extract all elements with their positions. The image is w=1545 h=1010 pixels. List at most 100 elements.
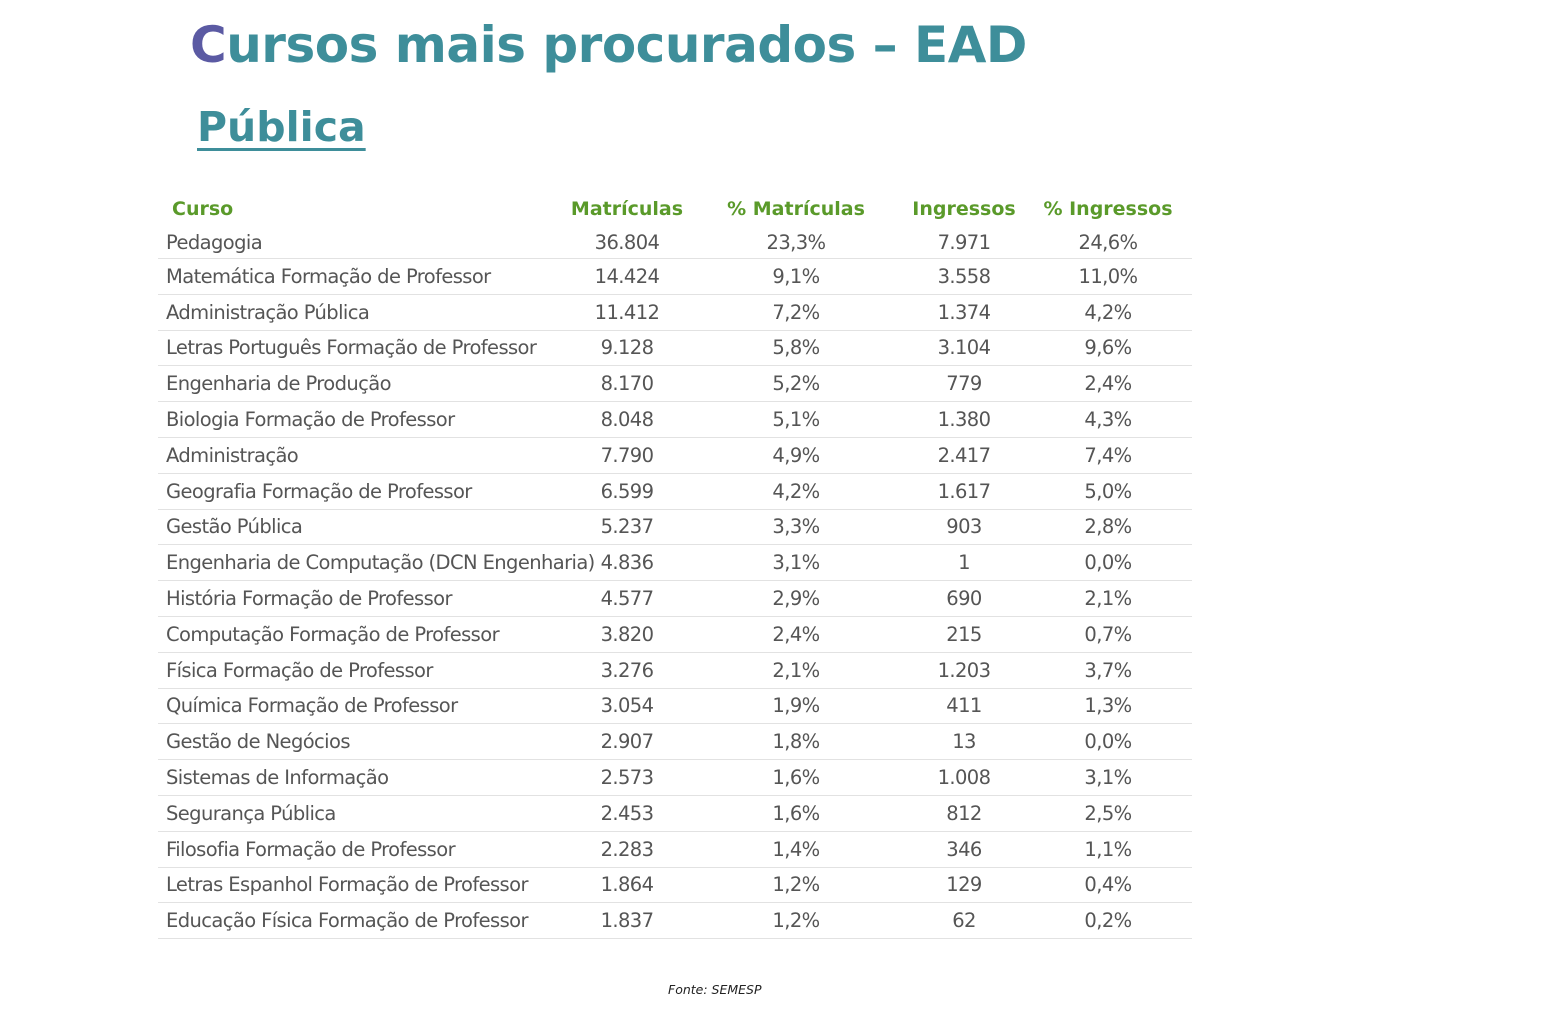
header-pct-matriculas: % Matrículas — [727, 198, 865, 220]
table-row: Química Formação de Professor 3.054 1,9% 41… — [158, 688, 1192, 725]
table-row: Biologia Formação de Professor 8.048 5,1% 1… — [158, 401, 1192, 438]
cell-pct-matriculas: 5,8% — [688, 330, 904, 367]
cell-pct-ingressos: 3,7% — [1024, 652, 1192, 689]
cell-curso: Gestão Pública — [158, 509, 566, 546]
cell-curso: Administração — [158, 437, 566, 474]
cell-matriculas: 4.836 — [566, 544, 688, 582]
cell-pct-matriculas: 5,1% — [688, 401, 904, 438]
cell-curso: Letras Português Formação de Professor — [158, 330, 566, 367]
cell-pct-ingressos: 0,4% — [1024, 867, 1192, 904]
cell-pct-ingressos: 0,7% — [1024, 616, 1192, 653]
cell-pct-ingressos: 5,0% — [1024, 473, 1192, 510]
page-title-first-letter: C — [190, 16, 227, 74]
cell-ingressos: 3.104 — [904, 330, 1024, 367]
cell-pct-matriculas: 1,6% — [688, 795, 904, 832]
header-curso: Curso — [172, 198, 234, 220]
cell-pct-matriculas: 3,1% — [688, 544, 904, 582]
table-row: Engenharia de Produção 8.170 5,2% 779 2,4% — [158, 365, 1192, 403]
cell-pct-ingressos: 1,3% — [1024, 688, 1192, 725]
cell-ingressos: 690 — [904, 580, 1024, 617]
table-row: Segurança Pública 2.453 1,6% 812 2,5% — [158, 795, 1192, 832]
cell-matriculas: 7.790 — [566, 437, 688, 474]
cell-ingressos: 1.008 — [904, 759, 1024, 796]
cell-ingressos: 3.558 — [904, 258, 1024, 295]
cell-pct-ingressos: 2,4% — [1024, 365, 1192, 403]
cell-matriculas: 36.804 — [566, 226, 688, 259]
cell-curso: Pedagogia — [158, 226, 566, 259]
cell-ingressos: 1.203 — [904, 652, 1024, 689]
table-row: Educação Física Formação de Professor 1.8… — [158, 902, 1192, 940]
cell-ingressos: 2.417 — [904, 437, 1024, 474]
cell-ingressos: 7.971 — [904, 226, 1024, 259]
page-subtitle: Pública — [197, 103, 366, 151]
cell-pct-ingressos: 24,6% — [1024, 226, 1192, 259]
cell-matriculas: 3.054 — [566, 688, 688, 725]
table-row: Administração Pública 11.412 7,2% 1.374 4,2% — [158, 294, 1192, 331]
cell-pct-ingressos: 2,5% — [1024, 795, 1192, 832]
cell-curso: Engenharia de Produção — [158, 365, 566, 403]
cell-matriculas: 3.276 — [566, 652, 688, 689]
table-row: Engenharia de Computação (DCN Engenharia… — [158, 544, 1192, 582]
cell-pct-matriculas: 2,4% — [688, 616, 904, 653]
table-row: Geografia Formação de Professor 6.599 4,2%… — [158, 473, 1192, 510]
table-row: Filosofia Formação de Professor 2.283 1,4%… — [158, 831, 1192, 868]
cell-curso: Filosofia Formação de Professor — [158, 831, 566, 868]
cell-pct-ingressos: 3,1% — [1024, 759, 1192, 796]
table-row: Computação Formação de Professor 3.820 2,4… — [158, 616, 1192, 653]
cell-pct-ingressos: 1,1% — [1024, 831, 1192, 868]
cell-pct-matriculas: 7,2% — [688, 294, 904, 331]
cell-matriculas: 1.837 — [566, 902, 688, 940]
cell-pct-ingressos: 0,0% — [1024, 723, 1192, 761]
page-title-rest: ursos mais procurados – EAD — [226, 16, 1027, 74]
cell-matriculas: 2.907 — [566, 723, 688, 761]
cell-pct-matriculas: 23,3% — [688, 226, 904, 259]
cell-curso: Educação Física Formação de Professor — [158, 902, 566, 940]
table-row: Física Formação de Professor 3.276 2,1% 1.2… — [158, 652, 1192, 689]
cell-matriculas: 8.048 — [566, 401, 688, 438]
courses-table: Curso Matrículas % Matrículas Ingressos … — [158, 192, 1192, 940]
cell-curso: Matemática Formação de Professor — [158, 258, 566, 295]
cell-pct-ingressos: 0,2% — [1024, 902, 1192, 940]
cell-curso: Segurança Pública — [158, 795, 566, 832]
cell-curso: Letras Espanhol Formação de Professor — [158, 867, 566, 904]
cell-matriculas: 2.283 — [566, 831, 688, 868]
cell-curso: Computação Formação de Professor — [158, 616, 566, 653]
cell-curso: História Formação de Professor — [158, 580, 566, 617]
cell-pct-matriculas: 4,2% — [688, 473, 904, 510]
cell-pct-ingressos: 2,8% — [1024, 509, 1192, 546]
cell-curso: Geografia Formação de Professor — [158, 473, 566, 510]
table-header-row: Curso Matrículas % Matrículas Ingressos … — [158, 192, 1192, 226]
cell-pct-matriculas: 4,9% — [688, 437, 904, 474]
cell-pct-matriculas: 1,6% — [688, 759, 904, 796]
table-row: Sistemas de Informação 2.573 1,6% 1.008 3,1% — [158, 759, 1192, 796]
cell-matriculas: 9.128 — [566, 330, 688, 367]
cell-matriculas: 4.577 — [566, 580, 688, 617]
table-row: Matemática Formação de Professor 14.424 9,… — [158, 258, 1192, 295]
cell-pct-ingressos: 4,2% — [1024, 294, 1192, 331]
table-row: Pedagogia 36.804 23,3% 7.971 24,6% — [158, 226, 1192, 259]
cell-pct-matriculas: 1,4% — [688, 831, 904, 868]
cell-pct-ingressos: 7,4% — [1024, 437, 1192, 474]
cell-ingressos: 1.374 — [904, 294, 1024, 331]
cell-ingressos: 13 — [904, 723, 1024, 761]
cell-matriculas: 8.170 — [566, 365, 688, 403]
cell-ingressos: 1 — [904, 544, 1024, 582]
source-note: Fonte: SEMESP — [668, 982, 762, 997]
cell-pct-ingressos: 0,0% — [1024, 544, 1192, 582]
header-matriculas: Matrículas — [570, 198, 684, 220]
cell-matriculas: 2.453 — [566, 795, 688, 832]
cell-ingressos: 215 — [904, 616, 1024, 653]
cell-curso: Biologia Formação de Professor — [158, 401, 566, 438]
cell-pct-matriculas: 9,1% — [688, 258, 904, 295]
cell-pct-ingressos: 11,0% — [1024, 258, 1192, 295]
cell-matriculas: 5.237 — [566, 509, 688, 546]
table-body: Pedagogia 36.804 23,3% 7.971 24,6% Matemática… — [158, 226, 1192, 940]
cell-pct-matriculas: 1,9% — [688, 688, 904, 725]
cell-pct-ingressos: 9,6% — [1024, 330, 1192, 367]
cell-ingressos: 1.617 — [904, 473, 1024, 510]
cell-matriculas: 3.820 — [566, 616, 688, 653]
cell-ingressos: 411 — [904, 688, 1024, 725]
cell-pct-matriculas: 2,1% — [688, 652, 904, 689]
table-row: Letras Português Formação de Professor 9.… — [158, 330, 1192, 367]
cell-ingressos: 1.380 — [904, 401, 1024, 438]
